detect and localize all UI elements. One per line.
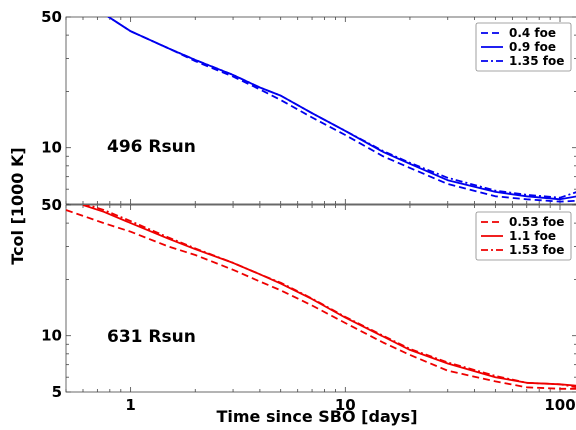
y-tick-label: 50: [41, 196, 62, 214]
legend-box: [475, 22, 572, 72]
legend-label: 1.1 foe: [509, 229, 556, 243]
y-tick-label: 50: [41, 8, 62, 26]
plot-frame: [65, 16, 576, 205]
plot-frame: [65, 204, 576, 393]
x-tick-label: 1: [125, 396, 135, 414]
legend-label: 0.53 foe: [509, 215, 564, 229]
legend-label: 0.4 foe: [509, 26, 556, 40]
series-group: [107, 17, 576, 203]
series-group: [66, 205, 576, 390]
legend-label: 1.53 foe: [509, 243, 564, 257]
series-line: [85, 205, 576, 389]
y-tick-label: 5: [52, 383, 62, 401]
y-axis-label: Tcol [1000 K]: [8, 147, 27, 264]
y-tick-label: 10: [41, 327, 62, 345]
series-line: [66, 209, 576, 390]
panel-annotation: 631 Rsun: [107, 327, 196, 347]
series-line: [82, 205, 576, 387]
x-axis-label: Time since SBO [days]: [216, 407, 417, 426]
x-tick-label: 10: [335, 396, 356, 414]
legend-label: 1.35 foe: [509, 54, 564, 68]
y-tick-label: 10: [41, 139, 62, 157]
series-line: [107, 17, 576, 199]
legend-box: [475, 211, 572, 261]
legend-label: 0.9 foe: [509, 40, 556, 54]
panel-annotation: 496 Rsun: [107, 137, 196, 157]
x-tick-label: 100: [544, 396, 575, 414]
